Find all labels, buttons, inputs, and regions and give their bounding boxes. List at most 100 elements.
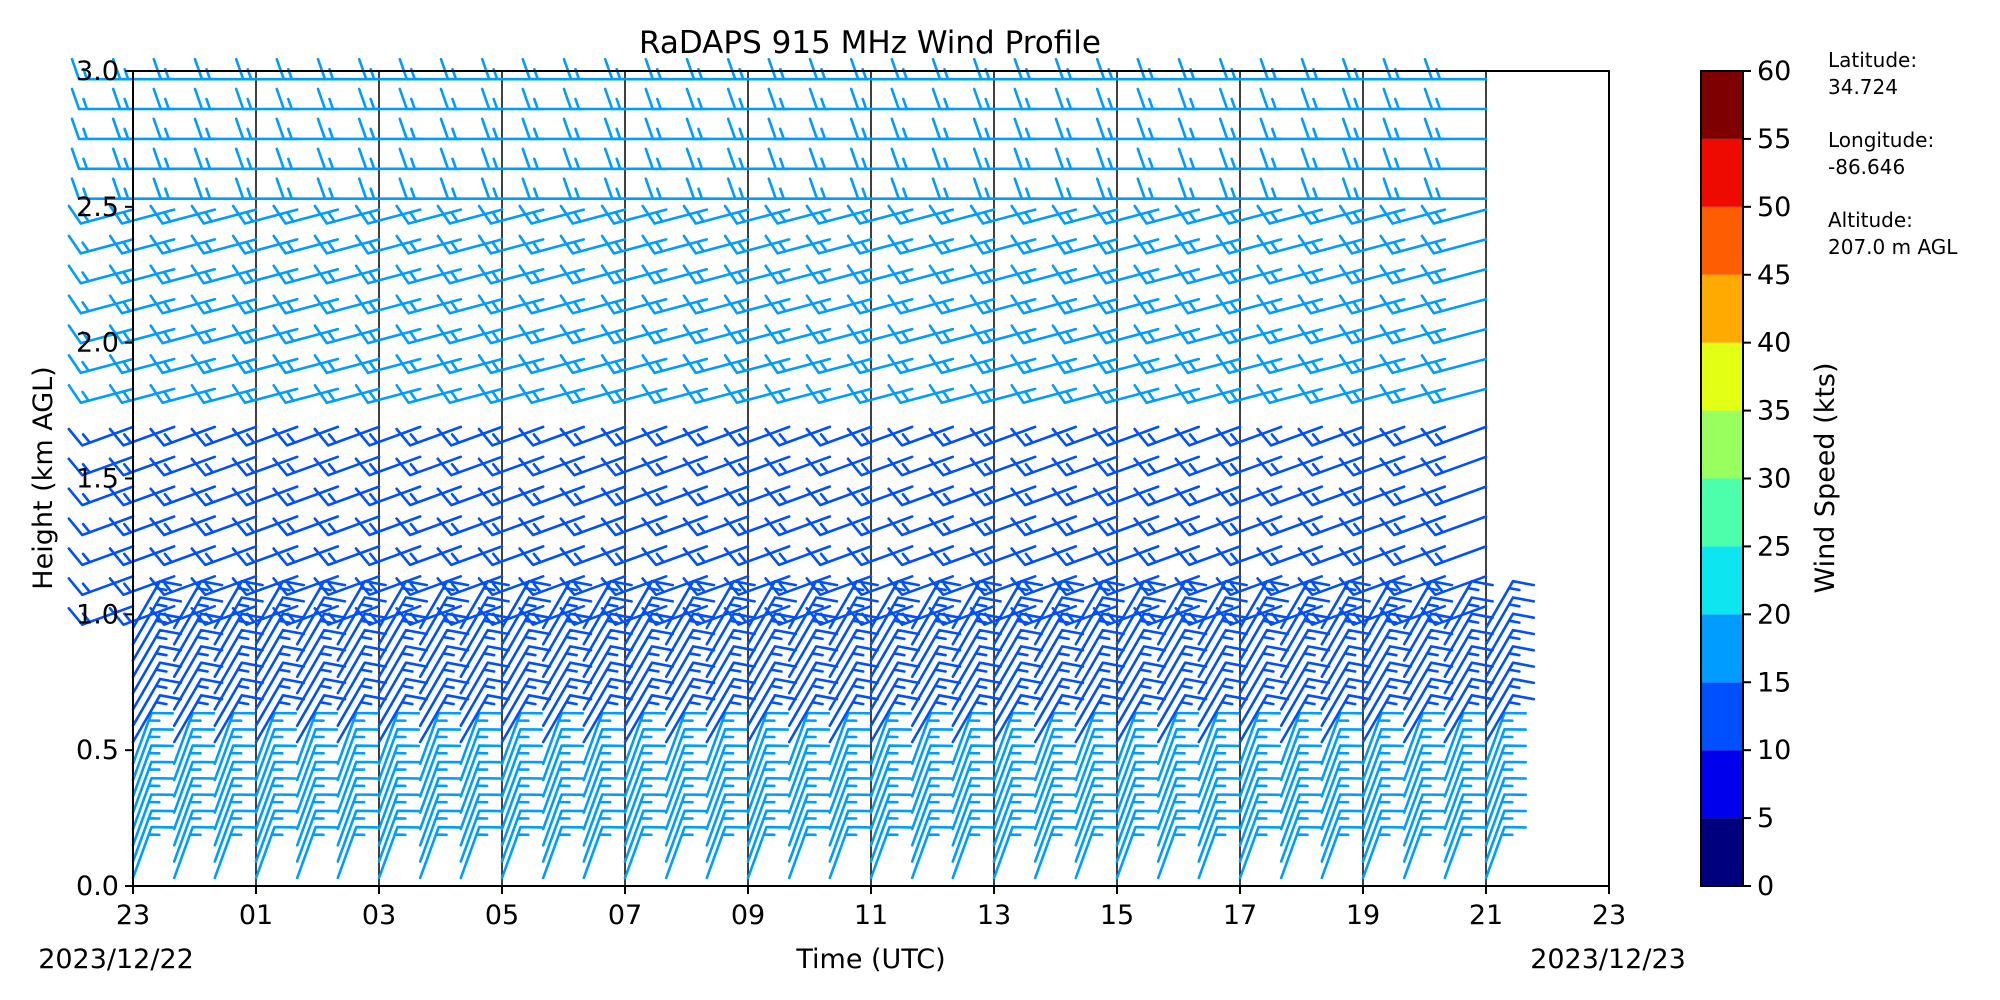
wind-barb — [67, 455, 135, 477]
wind-barb — [518, 425, 586, 447]
wind-barb — [131, 760, 174, 814]
wind-barb — [1074, 661, 1125, 711]
wind-barb — [746, 711, 789, 766]
colorbar-tick-label: 40 — [1757, 328, 1791, 359]
wind-barb — [1443, 760, 1486, 814]
wind-barb — [1443, 728, 1486, 782]
wind-barb — [746, 825, 789, 880]
wind-barb — [67, 485, 135, 507]
wind-barb — [846, 384, 914, 405]
wind-barb — [805, 455, 873, 477]
wind-barb — [623, 809, 666, 863]
wind-barb — [295, 661, 347, 711]
wind-barb — [108, 455, 176, 477]
wind-barb — [1115, 809, 1158, 863]
wind-barb — [1092, 324, 1160, 345]
wind-barb — [67, 604, 135, 626]
wind-barb — [723, 604, 791, 626]
wind-barb — [764, 604, 832, 626]
wind-barb — [131, 793, 174, 847]
wind-barb — [1074, 645, 1125, 695]
wind-barb — [1156, 694, 1208, 744]
wind-barb — [1115, 793, 1158, 847]
wind-barb — [951, 661, 1002, 711]
wind-barb — [1074, 760, 1117, 814]
wind-barb — [1074, 711, 1117, 766]
wind-barb — [787, 628, 839, 679]
wind-barb — [869, 809, 912, 863]
wind-barb — [1197, 825, 1240, 880]
wind-barb — [910, 711, 954, 766]
wind-barb — [992, 596, 1044, 646]
wind-barb — [213, 760, 256, 814]
wind-barb — [951, 825, 994, 880]
wind-barb — [131, 596, 183, 646]
wind-barb — [887, 455, 955, 477]
wind-barb — [1420, 425, 1488, 447]
wind-barb — [1297, 515, 1365, 537]
wind-barb — [418, 596, 470, 646]
wind-barb — [1338, 604, 1406, 626]
wind-barb — [869, 596, 921, 646]
wind-barb — [1402, 661, 1454, 711]
wind-barb — [254, 793, 297, 847]
wind-barb — [705, 825, 748, 880]
wind-barb — [477, 294, 545, 315]
wind-barb — [1338, 294, 1406, 315]
wind-barb — [1402, 744, 1446, 798]
wind-barb — [723, 324, 791, 345]
wind-barb — [1115, 661, 1167, 711]
wind-barb — [1238, 596, 1290, 646]
wind-barb — [336, 760, 379, 814]
wind-barb — [149, 604, 217, 626]
wind-barb — [1423, 177, 1488, 200]
wind-barb — [541, 776, 585, 831]
wind-barb — [664, 661, 716, 711]
wind-barb — [1010, 485, 1078, 507]
wind-barb — [828, 809, 871, 863]
wind-barb — [910, 760, 954, 814]
wind-barb — [723, 545, 791, 567]
wind-barb — [1033, 825, 1077, 880]
wind-barb — [377, 793, 420, 847]
y-tick-label: 1.0 — [76, 599, 119, 630]
wind-barb — [992, 760, 1035, 814]
wind-barb — [1256, 455, 1324, 477]
wind-barb — [354, 515, 422, 537]
x-axis-label: Time (UTC) — [795, 944, 945, 975]
wind-barb — [1156, 711, 1200, 766]
wind-barb — [1361, 760, 1404, 814]
wind-barb — [1484, 809, 1527, 863]
longitude-value: -86.646 — [1828, 155, 1905, 179]
wind-barb — [764, 425, 832, 447]
wind-barb — [928, 425, 996, 447]
grid-lines — [255, 71, 1487, 886]
wind-barb — [1074, 809, 1117, 863]
wind-barb — [436, 425, 504, 447]
wind-barb — [1379, 515, 1447, 537]
wind-barb — [969, 455, 1037, 477]
wind-barb — [582, 596, 633, 646]
x-tick-label: 05 — [485, 900, 519, 931]
wind-barb — [459, 711, 502, 766]
wind-barb — [1215, 515, 1283, 537]
wind-barb — [1156, 793, 1200, 847]
wind-barb — [231, 294, 299, 315]
wind-barb — [313, 425, 381, 447]
station-info: Latitude: 34.724 Longitude: -86.646 Alti… — [1828, 48, 1958, 259]
wind-barb — [1051, 604, 1119, 626]
wind-barb — [1156, 628, 1208, 679]
wind-barb — [1156, 825, 1200, 880]
wind-barb — [846, 604, 914, 626]
colorbar-block — [1701, 138, 1743, 207]
wind-barb — [828, 628, 879, 679]
wind-barb — [664, 825, 708, 880]
wind-barb — [705, 645, 756, 695]
wind-barb — [190, 425, 258, 447]
wind-barb — [1320, 825, 1363, 880]
wind-barb — [928, 604, 996, 626]
wind-barb — [518, 545, 586, 567]
wind-barb — [1361, 793, 1404, 847]
wind-barb — [705, 694, 756, 744]
wind-barb — [1010, 604, 1078, 626]
